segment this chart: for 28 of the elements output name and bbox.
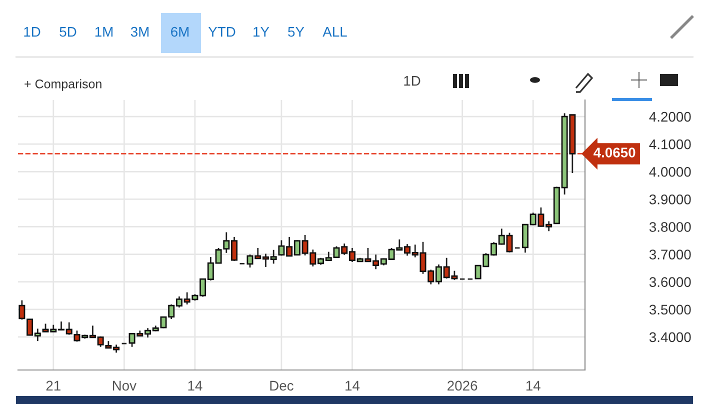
x-tick-label: 14 [526,380,540,390]
text: 5D [60,27,76,37]
y-tick-label: 3.8000 [649,222,691,232]
text: 3M [130,26,149,37]
text: ALL [322,27,347,37]
y-tick-label: 3.9000 [649,194,691,204]
x-tick-label: 21 [46,380,60,390]
y-tick-label: 4.0000 [649,166,691,177]
text: 1M [95,27,113,37]
text: YTD [208,27,236,37]
y-tick-label: 3.6000 [649,277,691,288]
x-tick-label: 14 [346,380,360,390]
x-tick-label: 2026 [448,380,478,391]
x-tick-label: Nov [112,380,136,391]
ref-line-label: 4.0650 [594,148,636,158]
y-tick-label: 3.4000 [649,332,691,342]
x-tick-label: Dec [270,380,294,391]
text: 5Y [288,27,304,37]
y-tick-label: 3.7000 [649,250,691,260]
text: 1D [24,27,40,37]
text: 1D [404,76,420,86]
text: 6M [171,26,189,37]
x-tick-label: 14 [188,380,202,390]
y-tick-label: 3.5000 [649,304,691,315]
text: + Comparison [24,79,102,91]
y-tick-label: 4.2000 [649,112,691,122]
y-tick-label: 4.1000 [649,139,691,150]
text: 1Y [254,27,270,37]
